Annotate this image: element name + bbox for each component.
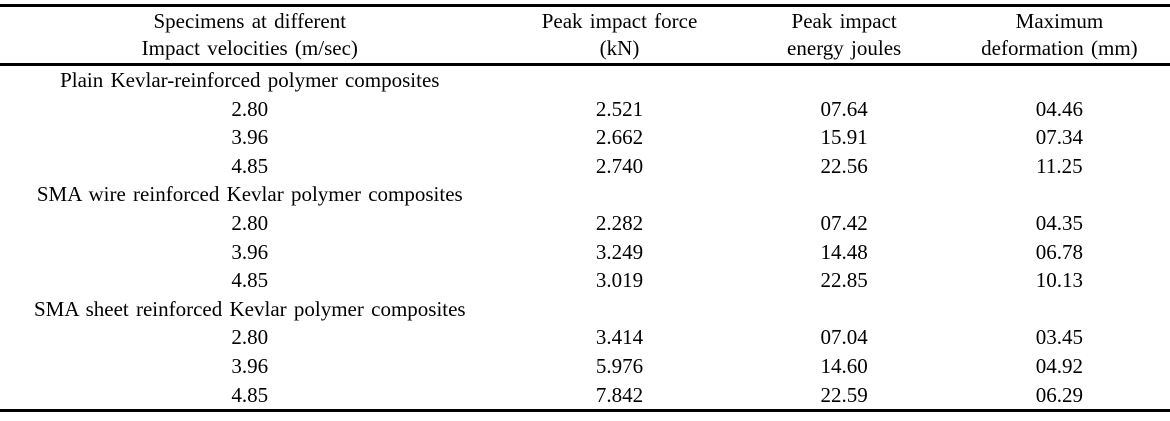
empty-cell xyxy=(500,180,740,209)
empty-cell xyxy=(739,180,948,209)
velocity-cell: 2.80 xyxy=(231,325,269,350)
force-cell: 2.662 xyxy=(595,125,644,150)
empty-cell xyxy=(949,65,1170,95)
header-peak-energy-line2: energy joules xyxy=(787,36,902,60)
velocity-cell: 4.85 xyxy=(231,153,269,178)
force-cell: 3.414 xyxy=(595,325,644,350)
header-peak-force-line1: Peak impact force xyxy=(541,9,698,33)
table-body: Plain Kevlar-reinforced polymer composit… xyxy=(0,65,1170,411)
energy-cell: 14.60 xyxy=(820,353,868,378)
force-cell: 3.019 xyxy=(595,268,644,293)
force-cell: 2.521 xyxy=(595,96,644,121)
deformation-cell: 04.35 xyxy=(1035,210,1084,235)
velocity-cell: 3.96 xyxy=(231,125,269,150)
deformation-cell: 11.25 xyxy=(1036,153,1083,178)
force-cell: 3.249 xyxy=(595,239,644,264)
deformation-cell: 10.13 xyxy=(1035,268,1084,293)
table-row: 4.85 7.842 22.59 06.29 xyxy=(0,381,1170,411)
energy-cell: 22.85 xyxy=(820,268,868,293)
deformation-cell: 03.45 xyxy=(1035,325,1084,350)
table-row: 2.80 2.521 07.64 04.46 xyxy=(0,95,1170,124)
table-row: 3.96 3.249 14.48 06.78 xyxy=(0,238,1170,267)
section-label: SMA wire reinforced Kevlar polymer compo… xyxy=(36,182,463,207)
section-row-plain-kevlar: Plain Kevlar-reinforced polymer composit… xyxy=(0,65,1170,95)
table-header: Specimens at different Impact velocities… xyxy=(0,5,1170,66)
header-peak-energy-line1: Peak impact xyxy=(791,9,897,33)
header-specimens: Specimens at different Impact velocities… xyxy=(0,5,500,66)
force-cell: 5.976 xyxy=(595,353,644,378)
energy-cell: 22.56 xyxy=(820,153,868,178)
section-label: SMA sheet reinforced Kevlar polymer comp… xyxy=(33,296,466,321)
empty-cell xyxy=(949,295,1170,324)
table-row: 4.85 2.740 22.56 11.25 xyxy=(0,152,1170,181)
header-peak-force-line2: (kN) xyxy=(599,36,640,60)
impact-results-table: Specimens at different Impact velocities… xyxy=(0,4,1170,413)
deformation-cell: 06.78 xyxy=(1035,239,1084,264)
energy-cell: 07.04 xyxy=(820,325,868,350)
table-row: 3.96 5.976 14.60 04.92 xyxy=(0,352,1170,381)
energy-cell: 22.59 xyxy=(820,382,868,407)
deformation-cell: 04.92 xyxy=(1035,353,1084,378)
table-row: 4.85 3.019 22.85 10.13 xyxy=(0,266,1170,295)
table-row: 3.96 2.662 15.91 07.34 xyxy=(0,123,1170,152)
empty-cell xyxy=(500,65,740,95)
empty-cell xyxy=(739,295,948,324)
header-max-deformation-line2: deformation (mm) xyxy=(981,36,1138,60)
header-max-deformation-line1: Maximum xyxy=(1015,9,1104,33)
velocity-cell: 4.85 xyxy=(231,268,269,293)
header-peak-energy: Peak impact energy joules xyxy=(739,5,949,66)
velocity-cell: 2.80 xyxy=(231,96,269,121)
header-peak-force: Peak impact force (kN) xyxy=(499,5,740,66)
deformation-cell: 06.29 xyxy=(1035,382,1084,407)
velocity-cell: 2.80 xyxy=(231,210,269,235)
energy-cell: 14.48 xyxy=(820,239,868,264)
force-cell: 2.740 xyxy=(595,153,644,178)
empty-cell xyxy=(949,180,1170,209)
header-specimens-line1: Specimens at different xyxy=(153,9,347,33)
table-row: 2.80 3.414 07.04 03.45 xyxy=(0,323,1170,352)
section-row-sma-wire: SMA wire reinforced Kevlar polymer compo… xyxy=(0,180,1170,209)
header-specimens-line2: Impact velocities (m/sec) xyxy=(141,36,358,60)
section-label: Plain Kevlar-reinforced polymer composit… xyxy=(60,68,440,92)
energy-cell: 15.91 xyxy=(820,125,868,150)
velocity-cell: 3.96 xyxy=(231,353,269,378)
energy-cell: 07.42 xyxy=(820,210,868,235)
velocity-cell: 4.85 xyxy=(231,382,269,407)
header-row: Specimens at different Impact velocities… xyxy=(0,5,1170,66)
energy-cell: 07.64 xyxy=(820,96,868,121)
section-row-sma-sheet: SMA sheet reinforced Kevlar polymer comp… xyxy=(0,295,1170,324)
force-cell: 2.282 xyxy=(595,210,644,235)
deformation-cell: 07.34 xyxy=(1035,125,1084,150)
table-row: 2.80 2.282 07.42 04.35 xyxy=(0,209,1170,238)
deformation-cell: 04.46 xyxy=(1035,96,1084,121)
header-max-deformation: Maximum deformation (mm) xyxy=(948,5,1170,66)
velocity-cell: 3.96 xyxy=(231,239,269,264)
force-cell: 7.842 xyxy=(595,382,644,407)
empty-cell xyxy=(500,295,740,324)
empty-cell xyxy=(739,65,948,95)
